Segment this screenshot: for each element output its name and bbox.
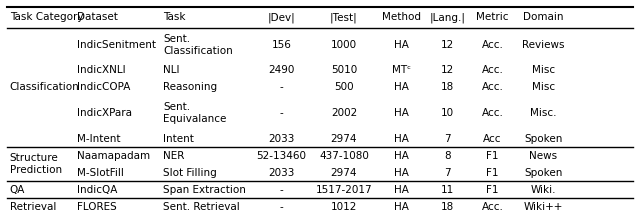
- Text: Acc.: Acc.: [481, 82, 504, 92]
- Text: 156: 156: [272, 40, 292, 50]
- Text: 2974: 2974: [331, 134, 357, 144]
- Text: NER: NER: [163, 151, 184, 161]
- Text: -: -: [280, 185, 284, 195]
- Text: Task: Task: [163, 12, 186, 22]
- Text: IndicSenitment: IndicSenitment: [77, 40, 156, 50]
- Text: Acc: Acc: [483, 134, 502, 144]
- Text: 7: 7: [444, 134, 451, 144]
- Text: Domain: Domain: [524, 12, 564, 22]
- Text: 8: 8: [444, 151, 451, 161]
- Text: Acc.: Acc.: [481, 108, 504, 118]
- Text: Spoken: Spoken: [524, 168, 563, 178]
- Text: Task Category: Task Category: [10, 12, 83, 22]
- Text: 11: 11: [441, 185, 454, 195]
- Text: Misc: Misc: [532, 82, 555, 92]
- Text: Reviews: Reviews: [522, 40, 564, 50]
- Text: HA: HA: [394, 82, 409, 92]
- Text: 500: 500: [334, 82, 354, 92]
- Text: HA: HA: [394, 134, 409, 144]
- Text: 2002: 2002: [331, 108, 357, 118]
- Text: 18: 18: [441, 82, 454, 92]
- Text: Wiki++: Wiki++: [524, 202, 563, 212]
- Text: 12: 12: [441, 65, 454, 75]
- Text: |Dev|: |Dev|: [268, 12, 296, 23]
- Text: M-SlotFill: M-SlotFill: [77, 168, 124, 178]
- Text: -: -: [280, 82, 284, 92]
- Text: 5010: 5010: [331, 65, 357, 75]
- Text: Span Extraction: Span Extraction: [163, 185, 246, 195]
- Text: Wiki.: Wiki.: [531, 185, 556, 195]
- Text: M-Intent: M-Intent: [77, 134, 120, 144]
- Text: Method: Method: [382, 12, 421, 22]
- Text: IndicXPara: IndicXPara: [77, 108, 132, 118]
- Text: Structure
Prediction: Structure Prediction: [10, 153, 61, 175]
- Text: 2490: 2490: [269, 65, 295, 75]
- Text: HA: HA: [394, 40, 409, 50]
- Text: Sent. Retrieval: Sent. Retrieval: [163, 202, 239, 212]
- Text: 7: 7: [444, 168, 451, 178]
- Text: MTᶜ: MTᶜ: [392, 65, 411, 75]
- Text: 437-1080: 437-1080: [319, 151, 369, 161]
- Text: HA: HA: [394, 185, 409, 195]
- Text: 1012: 1012: [331, 202, 357, 212]
- Text: |Test|: |Test|: [330, 12, 358, 23]
- Text: FLORES: FLORES: [77, 202, 116, 212]
- Text: IndicCOPA: IndicCOPA: [77, 82, 130, 92]
- Text: 1000: 1000: [331, 40, 357, 50]
- Text: News: News: [529, 151, 557, 161]
- Text: 2974: 2974: [331, 168, 357, 178]
- Text: F1: F1: [486, 185, 499, 195]
- Text: IndicQA: IndicQA: [77, 185, 117, 195]
- Text: Reasoning: Reasoning: [163, 82, 217, 92]
- Text: HA: HA: [394, 168, 409, 178]
- Text: Metric: Metric: [476, 12, 509, 22]
- Text: 2033: 2033: [269, 134, 295, 144]
- Text: Classification: Classification: [10, 82, 79, 92]
- Text: IndicXNLI: IndicXNLI: [77, 65, 125, 75]
- Text: 2033: 2033: [269, 168, 295, 178]
- Text: Intent: Intent: [163, 134, 194, 144]
- Text: HA: HA: [394, 108, 409, 118]
- Text: Slot Filling: Slot Filling: [163, 168, 217, 178]
- Text: Acc.: Acc.: [481, 202, 504, 212]
- Text: 52-13460: 52-13460: [257, 151, 307, 161]
- Text: Acc.: Acc.: [481, 65, 504, 75]
- Text: 1517-2017: 1517-2017: [316, 185, 372, 195]
- Text: QA: QA: [10, 185, 25, 195]
- Text: Sent.
Classification: Sent. Classification: [163, 34, 233, 56]
- Text: 18: 18: [441, 202, 454, 212]
- Text: Spoken: Spoken: [524, 134, 563, 144]
- Text: Naamapadam: Naamapadam: [77, 151, 150, 161]
- Text: |Lang.|: |Lang.|: [429, 12, 466, 23]
- Text: -: -: [280, 108, 284, 118]
- Text: -: -: [280, 202, 284, 212]
- Text: Retrieval: Retrieval: [10, 202, 56, 212]
- Text: Dataset: Dataset: [77, 12, 118, 22]
- Text: F1: F1: [486, 151, 499, 161]
- Text: HA: HA: [394, 202, 409, 212]
- Text: F1: F1: [486, 168, 499, 178]
- Text: Misc.: Misc.: [531, 108, 557, 118]
- Text: Acc.: Acc.: [481, 40, 504, 50]
- Text: HA: HA: [394, 151, 409, 161]
- Text: Misc: Misc: [532, 65, 555, 75]
- Text: Sent.
Equivalance: Sent. Equivalance: [163, 102, 227, 124]
- Text: 12: 12: [441, 40, 454, 50]
- Text: NLI: NLI: [163, 65, 179, 75]
- Text: 10: 10: [441, 108, 454, 118]
